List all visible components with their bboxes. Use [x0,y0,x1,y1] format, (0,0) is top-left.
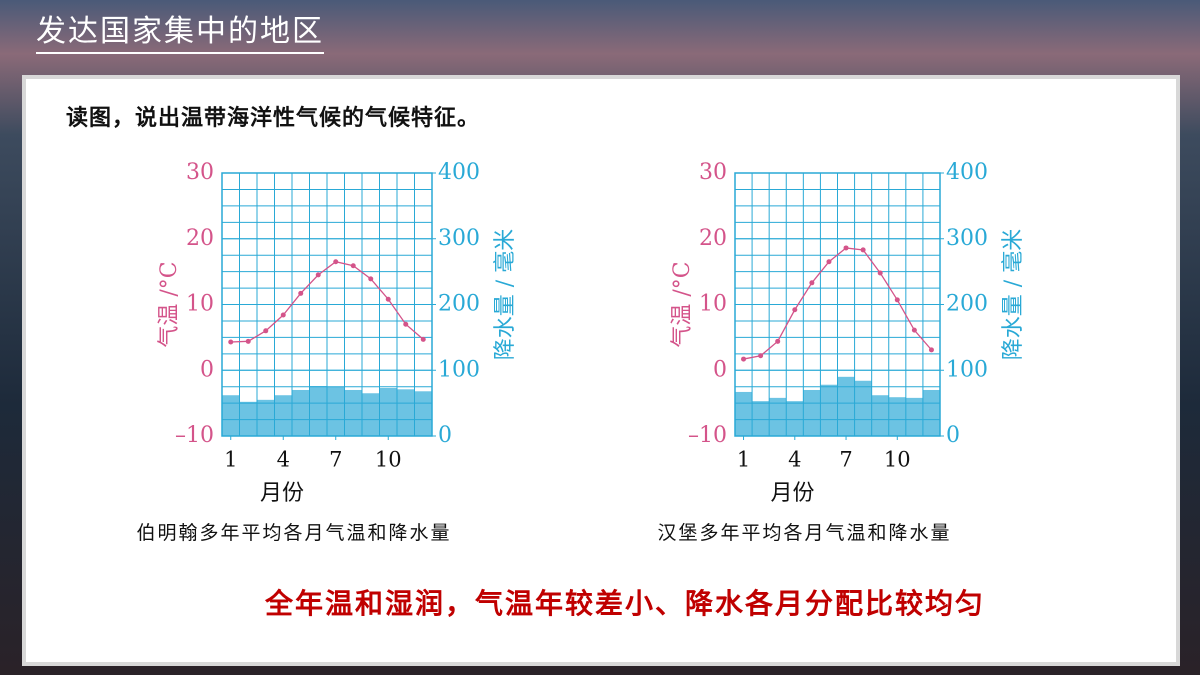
x-tick-label: 1 [737,448,750,472]
y-tick-label: 30 [186,160,214,185]
y-tick-label: 30 [699,160,727,185]
temp-point [245,338,251,344]
x-tick-label: 7 [329,448,342,472]
y-tick-label: –10 [688,423,727,448]
y-tick-label: 20 [186,226,214,251]
chart-title: 伯明翰多年平均各月气温和降水量 [136,522,451,544]
temp-point [792,307,798,313]
temp-point [860,247,866,253]
answer: 全年温和湿润，气温年较差小、降水各月分配比较均匀 [264,587,985,620]
precip-bar [888,397,906,436]
temp-point [809,280,815,286]
temp-point [877,270,883,276]
temp-point [758,353,764,359]
question: 读图，说出温带海洋性气候的气候特征。 [66,105,481,131]
temp-line [743,247,932,360]
temp-point [420,336,426,342]
y2-tick-label: 400 [946,160,988,185]
temp-point [403,321,409,327]
x-tick-label: 7 [839,448,852,472]
precip-bar [786,401,804,436]
temp-point [775,338,781,344]
y2-tick-label: 200 [438,292,480,317]
temp-point [315,272,321,278]
temp-point [928,347,934,353]
precip-bar [803,389,821,436]
precip-bar [871,395,889,436]
precip-bar [239,401,257,436]
precip-bar [327,386,345,436]
precip-bar [752,401,770,436]
x-tick-label: 10 [884,448,911,472]
y2-tick-label: 100 [438,357,480,382]
temp-point [298,290,304,296]
y2-axis-label: 降水量 / 毫米 [493,229,518,360]
precip-bar [344,389,362,436]
precip-bar [735,391,753,436]
precip-bar [274,395,292,436]
precip-bar [309,386,327,436]
precip-bar [837,376,855,436]
precip-bar [854,380,872,436]
temp-point [333,259,339,265]
y2-tick-label: 0 [946,423,960,448]
y-tick-label: –10 [175,423,214,448]
y-tick-label: 0 [713,357,727,382]
precip-bar [397,389,415,436]
x-tick-label: 4 [788,448,801,472]
y-tick-label: 0 [200,357,214,382]
y2-tick-label: 0 [438,423,452,448]
x-tick-label: 4 [277,448,290,472]
precip-bar [222,395,240,436]
temp-point [741,356,747,362]
precip-bar [922,389,940,436]
precip-bar [362,393,380,436]
temp-point [350,263,356,269]
x-tick-label: 1 [224,448,237,472]
temp-point [368,276,374,282]
y2-tick-label: 400 [438,160,480,185]
x-tick-label: 10 [375,448,402,472]
precip-bar [769,397,787,436]
y-axis-label: 气温 /°C [157,261,182,347]
y2-tick-label: 200 [946,292,988,317]
temp-point [263,328,269,334]
y2-tick-label: 300 [438,226,480,251]
chart-title: 汉堡多年平均各月气温和降水量 [657,522,951,544]
temp-point [385,296,391,302]
precip-bar [820,384,838,436]
temp-point [911,327,917,333]
temp-line [230,261,424,343]
y-tick-label: 10 [699,292,727,317]
x-axis-label: 月份 [260,481,304,506]
y2-tick-label: 300 [946,226,988,251]
precip-bar [905,397,923,436]
y-tick-label: 20 [699,226,727,251]
header-title: 发达国家集中的地区 [36,6,324,54]
y-axis-label: 气温 /°C [670,261,695,347]
panel [22,75,1180,666]
temp-point [826,259,832,265]
precip-bar [414,391,432,436]
temp-point [843,245,849,251]
x-axis-label: 月份 [770,481,814,506]
y2-axis-label: 降水量 / 毫米 [1001,229,1026,360]
precip-bar [257,399,275,436]
precip-bar [292,389,310,436]
y-tick-label: 10 [186,292,214,317]
temp-point [894,297,900,303]
temp-point [228,339,234,345]
temp-point [280,312,286,318]
y2-tick-label: 100 [946,357,988,382]
precip-bar [379,388,397,436]
